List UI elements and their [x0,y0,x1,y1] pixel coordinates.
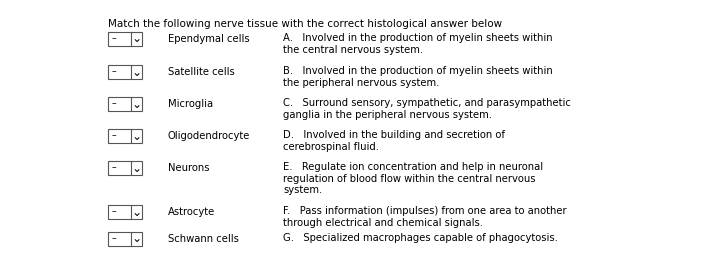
Text: ⌄: ⌄ [131,232,141,245]
Text: Neurons: Neurons [168,163,209,173]
Text: ⌄: ⌄ [131,161,141,174]
Text: Astrocyte: Astrocyte [168,207,215,217]
Text: D.   Involved in the building and secretion of: D. Involved in the building and secretio… [283,130,505,140]
Text: E.   Regulate ion concentration and help in neuronal: E. Regulate ion concentration and help i… [283,162,543,172]
Text: Schwann cells: Schwann cells [168,234,239,244]
Text: C.   Surround sensory, sympathetic, and parasympathetic: C. Surround sensory, sympathetic, and pa… [283,98,571,108]
Text: the peripheral nervous system.: the peripheral nervous system. [283,78,439,88]
Text: Match the following nerve tissue with the correct histological answer below: Match the following nerve tissue with th… [108,19,502,29]
Text: ⌄: ⌄ [131,129,141,143]
Text: –: – [112,208,117,216]
FancyBboxPatch shape [108,205,142,219]
Text: F.   Pass information (impulses) from one area to another: F. Pass information (impulses) from one … [283,206,567,216]
FancyBboxPatch shape [108,65,142,79]
Text: Oligodendrocyte: Oligodendrocyte [168,131,250,141]
FancyBboxPatch shape [108,97,142,111]
Text: ⌄: ⌄ [131,33,141,45]
Text: through electrical and chemical signals.: through electrical and chemical signals. [283,218,483,228]
Text: A.   Involved in the production of myelin sheets within: A. Involved in the production of myelin … [283,33,553,43]
Text: cerebrospinal fluid.: cerebrospinal fluid. [283,142,379,152]
Text: G.   Specialized macrophages capable of phagocytosis.: G. Specialized macrophages capable of ph… [283,233,558,243]
Text: –: – [112,99,117,109]
FancyBboxPatch shape [108,232,142,246]
Text: –: – [112,235,117,244]
FancyBboxPatch shape [108,161,142,175]
Text: ⌄: ⌄ [131,98,141,110]
Text: the central nervous system.: the central nervous system. [283,45,423,55]
FancyBboxPatch shape [108,129,142,143]
Text: Microglia: Microglia [168,99,213,109]
Text: system.: system. [283,185,322,195]
Text: ⌄: ⌄ [131,205,141,219]
Text: Satellite cells: Satellite cells [168,67,235,77]
Text: Ependymal cells: Ependymal cells [168,34,250,44]
Text: –: – [112,34,117,43]
Text: –: – [112,164,117,173]
Text: –: – [112,132,117,140]
Text: ⌄: ⌄ [131,65,141,78]
FancyBboxPatch shape [108,32,142,46]
Text: B.   Involved in the production of myelin sheets within: B. Involved in the production of myelin … [283,66,553,76]
Text: –: – [112,68,117,77]
Text: ganglia in the peripheral nervous system.: ganglia in the peripheral nervous system… [283,110,492,120]
Text: regulation of blood flow within the central nervous: regulation of blood flow within the cent… [283,174,536,184]
